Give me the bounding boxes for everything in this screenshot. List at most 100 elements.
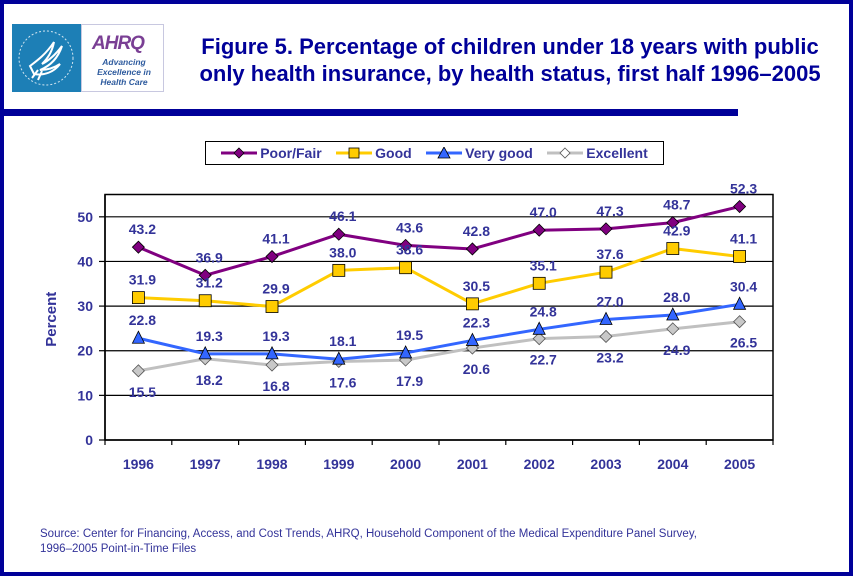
- data-label: 22.8: [129, 312, 156, 328]
- y-tick-label: 20: [77, 343, 93, 359]
- data-point-marker: [131, 330, 146, 344]
- data-point-marker: [265, 358, 279, 372]
- data-point-marker: [733, 315, 747, 329]
- data-label: 36.9: [196, 249, 223, 265]
- data-point-marker: [666, 216, 680, 230]
- data-point-marker: [399, 238, 413, 252]
- ahrq-wordmark: AHRQ Advancing Excellence in Health Care: [81, 24, 164, 92]
- tagline-line-2: Excellence in: [97, 67, 151, 77]
- data-point-marker: [465, 242, 479, 256]
- ahrq-mark: AHRQ: [92, 33, 145, 54]
- data-label: 35.1: [530, 257, 557, 273]
- data-label: 52.3: [730, 181, 757, 197]
- diamond-marker-icon: [547, 147, 584, 159]
- data-label: 41.1: [730, 231, 757, 247]
- data-label: 30.4: [730, 278, 757, 294]
- x-tick-label: 1999: [323, 456, 354, 472]
- square-marker-icon: [336, 147, 373, 159]
- data-label: 47.3: [596, 203, 623, 219]
- x-tick-label: 2002: [524, 456, 555, 472]
- hhs-eagle-icon: [12, 24, 81, 92]
- tagline-line-3: Health Care: [100, 77, 148, 87]
- data-point-marker: [332, 351, 346, 365]
- data-label: 16.8: [262, 378, 289, 394]
- data-point-marker: [131, 240, 145, 254]
- y-tick-label: 50: [77, 209, 93, 225]
- ahrq-tagline: Advancing Excellence in Health Care: [86, 57, 162, 87]
- data-point-marker: [131, 291, 145, 305]
- data-label: 19.5: [396, 327, 423, 343]
- title-rule: [0, 109, 738, 116]
- data-label: 29.9: [262, 281, 289, 297]
- legend-label: Good: [375, 145, 412, 161]
- data-label: 48.7: [663, 197, 690, 213]
- data-point-marker: [265, 249, 279, 264]
- data-point-marker: [733, 199, 747, 214]
- data-label: 18.1: [329, 333, 356, 349]
- data-label: 30.5: [463, 278, 490, 294]
- x-tick-label: 1997: [190, 456, 221, 472]
- data-label: 17.9: [396, 373, 423, 389]
- data-point-marker: [398, 345, 413, 359]
- y-tick-label: 40: [77, 253, 93, 269]
- data-label: 38.0: [329, 244, 356, 260]
- x-tick-label: 1996: [123, 456, 154, 472]
- series-line-very-good: [138, 302, 740, 361]
- source-line-2: 1996–2005 Point-in-Time Files: [40, 543, 197, 555]
- data-label: 19.3: [262, 328, 289, 344]
- legend-label: Excellent: [586, 145, 648, 161]
- series-line-poor-fair: [137, 205, 740, 277]
- legend-item-poor-fair: Poor/Fair: [221, 145, 322, 161]
- legend-item-good: Good: [336, 145, 412, 161]
- data-point-marker: [599, 265, 613, 279]
- data-label: 42.8: [463, 223, 490, 239]
- data-point-marker: [332, 227, 346, 241]
- data-label: 24.9: [663, 342, 690, 358]
- data-label: 22.3: [463, 314, 490, 330]
- data-label: 43.6: [396, 219, 423, 235]
- data-point-marker: [532, 332, 546, 346]
- ahrq-logo: AHRQ Advancing Excellence in Health Care: [12, 24, 164, 92]
- data-label: 28.0: [663, 289, 690, 305]
- y-axis-title: Percent: [43, 292, 60, 347]
- data-label: 37.6: [596, 246, 623, 262]
- data-point-marker: [733, 250, 746, 263]
- data-point-marker: [599, 311, 613, 325]
- x-tick-label: 2000: [390, 456, 421, 472]
- data-point-marker: [666, 322, 680, 336]
- data-label: 27.0: [596, 293, 623, 309]
- y-tick-label: 10: [77, 387, 93, 403]
- data-point-marker: [265, 300, 279, 313]
- data-point-marker: [198, 345, 212, 360]
- x-tick-label: 2004: [657, 456, 688, 472]
- data-label: 15.5: [129, 384, 156, 400]
- data-label: 17.6: [329, 374, 356, 390]
- data-point-marker: [666, 307, 680, 321]
- series-line-good: [138, 247, 740, 309]
- legend-item-excellent: Excellent: [547, 145, 648, 161]
- x-tick-label: 2001: [457, 456, 488, 472]
- data-point-marker: [131, 364, 145, 378]
- data-point-marker: [666, 242, 680, 255]
- data-point-marker: [532, 276, 546, 290]
- data-label: 47.0: [530, 204, 557, 220]
- legend-label: Very good: [465, 145, 533, 161]
- data-point-marker: [732, 296, 747, 310]
- data-point-marker: [198, 294, 212, 308]
- series-line-excellent: [138, 320, 740, 373]
- data-point-marker: [599, 329, 613, 344]
- data-label: 19.3: [196, 328, 223, 344]
- data-label: 26.5: [730, 335, 757, 351]
- data-label: 24.8: [530, 303, 557, 319]
- y-tick-label: 0: [85, 432, 93, 448]
- data-label: 46.1: [329, 208, 356, 224]
- data-label: 38.6: [396, 242, 423, 258]
- title-line-1: Figure 5. Percentage of children under 1…: [201, 34, 819, 59]
- data-label: 31.2: [196, 275, 223, 291]
- y-tick-label: 30: [77, 298, 93, 314]
- data-point-marker: [465, 297, 479, 311]
- tagline-line-1: Advancing: [102, 57, 146, 67]
- data-point-marker: [599, 222, 613, 236]
